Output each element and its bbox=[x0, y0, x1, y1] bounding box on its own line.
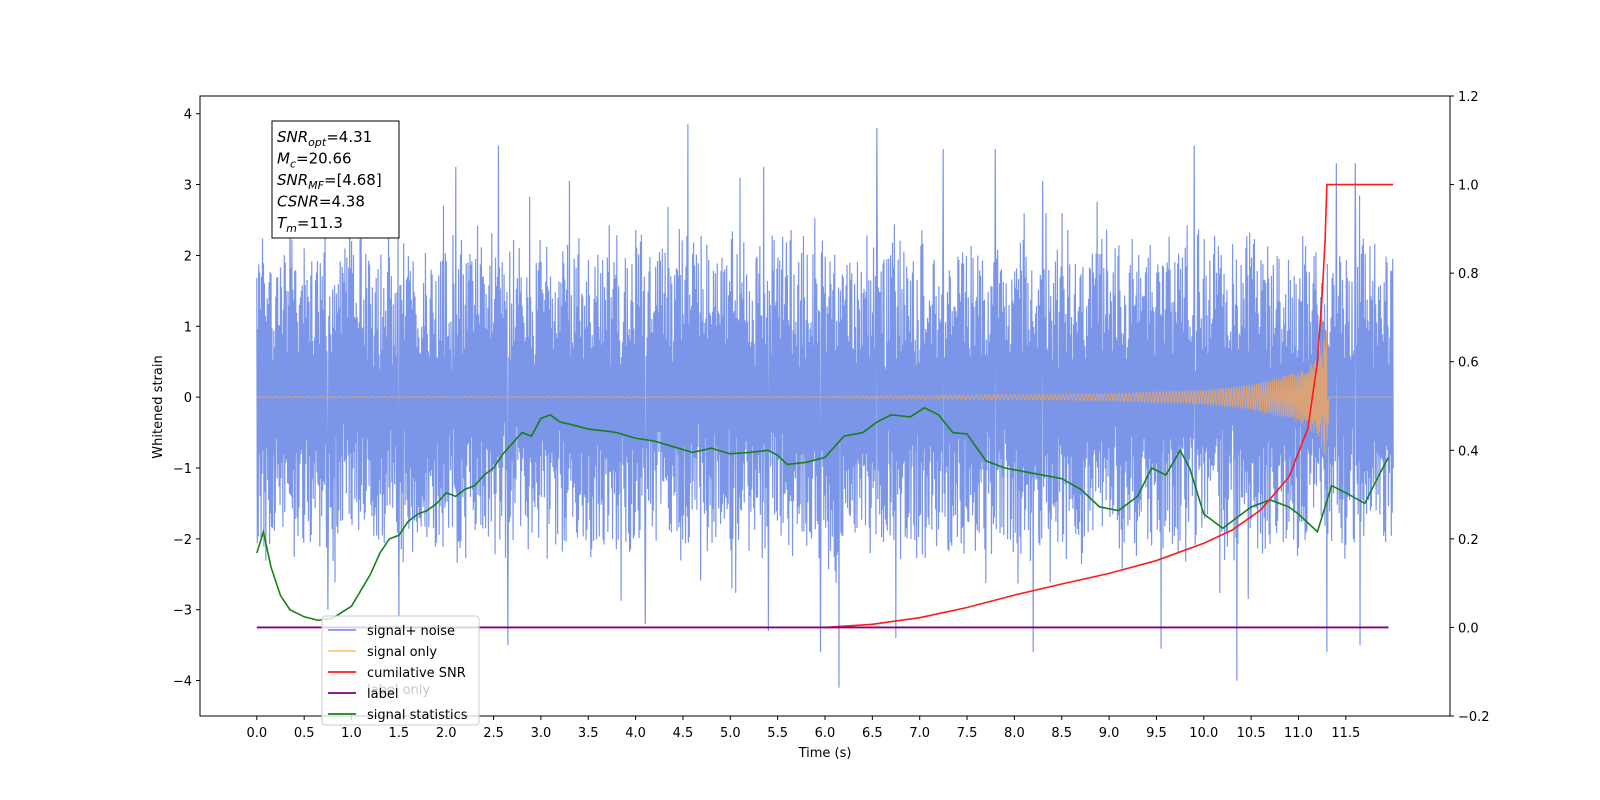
y2-tick-label: 0.0 bbox=[1458, 621, 1479, 636]
annotation-line: Mc=20.66 bbox=[277, 150, 352, 171]
x-tick-label: 7.0 bbox=[909, 726, 930, 741]
y2-tick-label: 1.0 bbox=[1458, 179, 1479, 194]
x-tick-label: 3.5 bbox=[578, 726, 599, 741]
x-tick-label: 11.5 bbox=[1331, 726, 1360, 741]
legend-label: signal only bbox=[367, 645, 437, 660]
legend-label: cumilative SNR bbox=[367, 666, 466, 681]
series-signal-only bbox=[256, 331, 1394, 454]
y2-axis-ticks: 1.2 1.0 0.8 0.6 0.4 0.2 0.0 −0.2 bbox=[1450, 90, 1490, 725]
y-tick-label: 2 bbox=[184, 249, 192, 264]
annotation-frame bbox=[271, 120, 400, 239]
x-tick-label: 4.5 bbox=[673, 726, 694, 741]
series-signal-statistics bbox=[256, 406, 1390, 622]
x-tick-label: 1.5 bbox=[389, 726, 410, 741]
annotation-symbol: SNR bbox=[277, 128, 308, 146]
annotation-subscript: opt bbox=[308, 136, 327, 149]
legend-frame bbox=[321, 615, 480, 726]
x-tick-label: 5.5 bbox=[767, 726, 788, 741]
annotation-subscript: MF bbox=[308, 179, 324, 192]
y-tick-label: −2 bbox=[173, 533, 192, 548]
annotation-line: Tm=11.3 bbox=[277, 214, 343, 235]
y2-tick-label: 0.6 bbox=[1458, 356, 1479, 371]
x-tick-label: 3.0 bbox=[531, 726, 552, 741]
annotation-value: =4.31 bbox=[326, 128, 372, 146]
annotation-value: =[4.68] bbox=[324, 171, 382, 189]
y-axis-label: Whitened strain bbox=[151, 355, 166, 458]
annotation-symbol: M bbox=[277, 150, 290, 168]
y2-tick-label: 1.2 bbox=[1458, 90, 1479, 105]
x-tick-label: 5.0 bbox=[720, 726, 741, 741]
x-tick-label: 7.5 bbox=[957, 726, 978, 741]
annotation-line: SNRMF=[4.68] bbox=[277, 171, 382, 192]
legend-hidden-text: label only bbox=[367, 683, 430, 698]
x-axis-ticks: 0.0 0.5 1.0 1.5 2.0 2.5 3.0 3.5 4.0 4.5 5.0 5.5 6.0 6… bbox=[246, 716, 1360, 741]
x-tick-label: 8.5 bbox=[1051, 726, 1072, 741]
series-signal-noise bbox=[256, 124, 1394, 688]
x-tick-label: 0.5 bbox=[294, 726, 315, 741]
annotation-symbol: SNR bbox=[277, 171, 308, 189]
annotation-value: =4.38 bbox=[319, 193, 365, 211]
legend-label: signal statistics bbox=[367, 708, 468, 723]
legend-label: label bbox=[367, 687, 398, 702]
x-tick-label: 9.0 bbox=[1099, 726, 1120, 741]
legend: label only signal+ noise signal only cumila… bbox=[321, 615, 480, 726]
y2-tick-label: 0.8 bbox=[1458, 267, 1479, 282]
cumilative-snr-line bbox=[824, 183, 1394, 629]
annotation-line: CSNR=4.38 bbox=[277, 193, 365, 211]
y-tick-label: 4 bbox=[184, 108, 192, 123]
series-cumilative-snr bbox=[824, 183, 1394, 629]
y-tick-label: −4 bbox=[173, 675, 192, 690]
signal-statistics-line bbox=[256, 406, 1390, 622]
annotation-line: SNRopt=4.31 bbox=[277, 128, 372, 149]
annotation-value: =11.3 bbox=[297, 214, 343, 232]
annotation-symbol: CSNR bbox=[277, 193, 319, 211]
legend-items: label only signal+ noise signal only cumila… bbox=[328, 624, 468, 723]
x-tick-label: 6.0 bbox=[815, 726, 836, 741]
x-tick-label: 9.5 bbox=[1146, 726, 1167, 741]
x-tick-label: 6.5 bbox=[862, 726, 883, 741]
y2-tick-label: 0.4 bbox=[1458, 444, 1479, 459]
y-tick-label: 1 bbox=[184, 320, 192, 335]
signal-noise-line bbox=[256, 124, 1394, 688]
y2-tick-label: −0.2 bbox=[1458, 710, 1490, 725]
y-tick-label: −1 bbox=[173, 462, 192, 477]
y-tick-label: 0 bbox=[184, 391, 192, 406]
x-tick-label: 2.5 bbox=[483, 726, 504, 741]
x-tick-label: 1.0 bbox=[341, 726, 362, 741]
x-tick-label: 2.0 bbox=[436, 726, 457, 741]
x-tick-label: 10.5 bbox=[1237, 726, 1266, 741]
annotation-box: SNRopt=4.31Mc=20.66SNRMF=[4.68]CSNR=4.38… bbox=[271, 120, 400, 239]
y-tick-label: −3 bbox=[173, 604, 192, 619]
annotation-symbol: T bbox=[277, 214, 288, 232]
y-axis-ticks: 4 3 2 1 0 −1 −2 −3 −4 bbox=[173, 108, 200, 690]
x-tick-label: 4.0 bbox=[625, 726, 646, 741]
x-tick-label: 11.0 bbox=[1284, 726, 1313, 741]
annotation-lines: SNRopt=4.31Mc=20.66SNRMF=[4.68]CSNR=4.38… bbox=[277, 128, 382, 235]
signal-only-line bbox=[256, 331, 1394, 454]
y-tick-label: 3 bbox=[184, 179, 192, 194]
x-tick-label: 0.0 bbox=[246, 726, 267, 741]
y2-tick-label: 0.2 bbox=[1458, 533, 1479, 548]
annotation-subscript: m bbox=[286, 222, 297, 235]
annotation-value: =20.66 bbox=[296, 150, 352, 168]
x-tick-label: 10.0 bbox=[1189, 726, 1218, 741]
x-tick-label: 8.0 bbox=[1004, 726, 1025, 741]
annotation-subscript: c bbox=[290, 158, 296, 171]
legend-label: signal+ noise bbox=[367, 624, 455, 639]
x-axis-label: Time (s) bbox=[798, 746, 852, 761]
